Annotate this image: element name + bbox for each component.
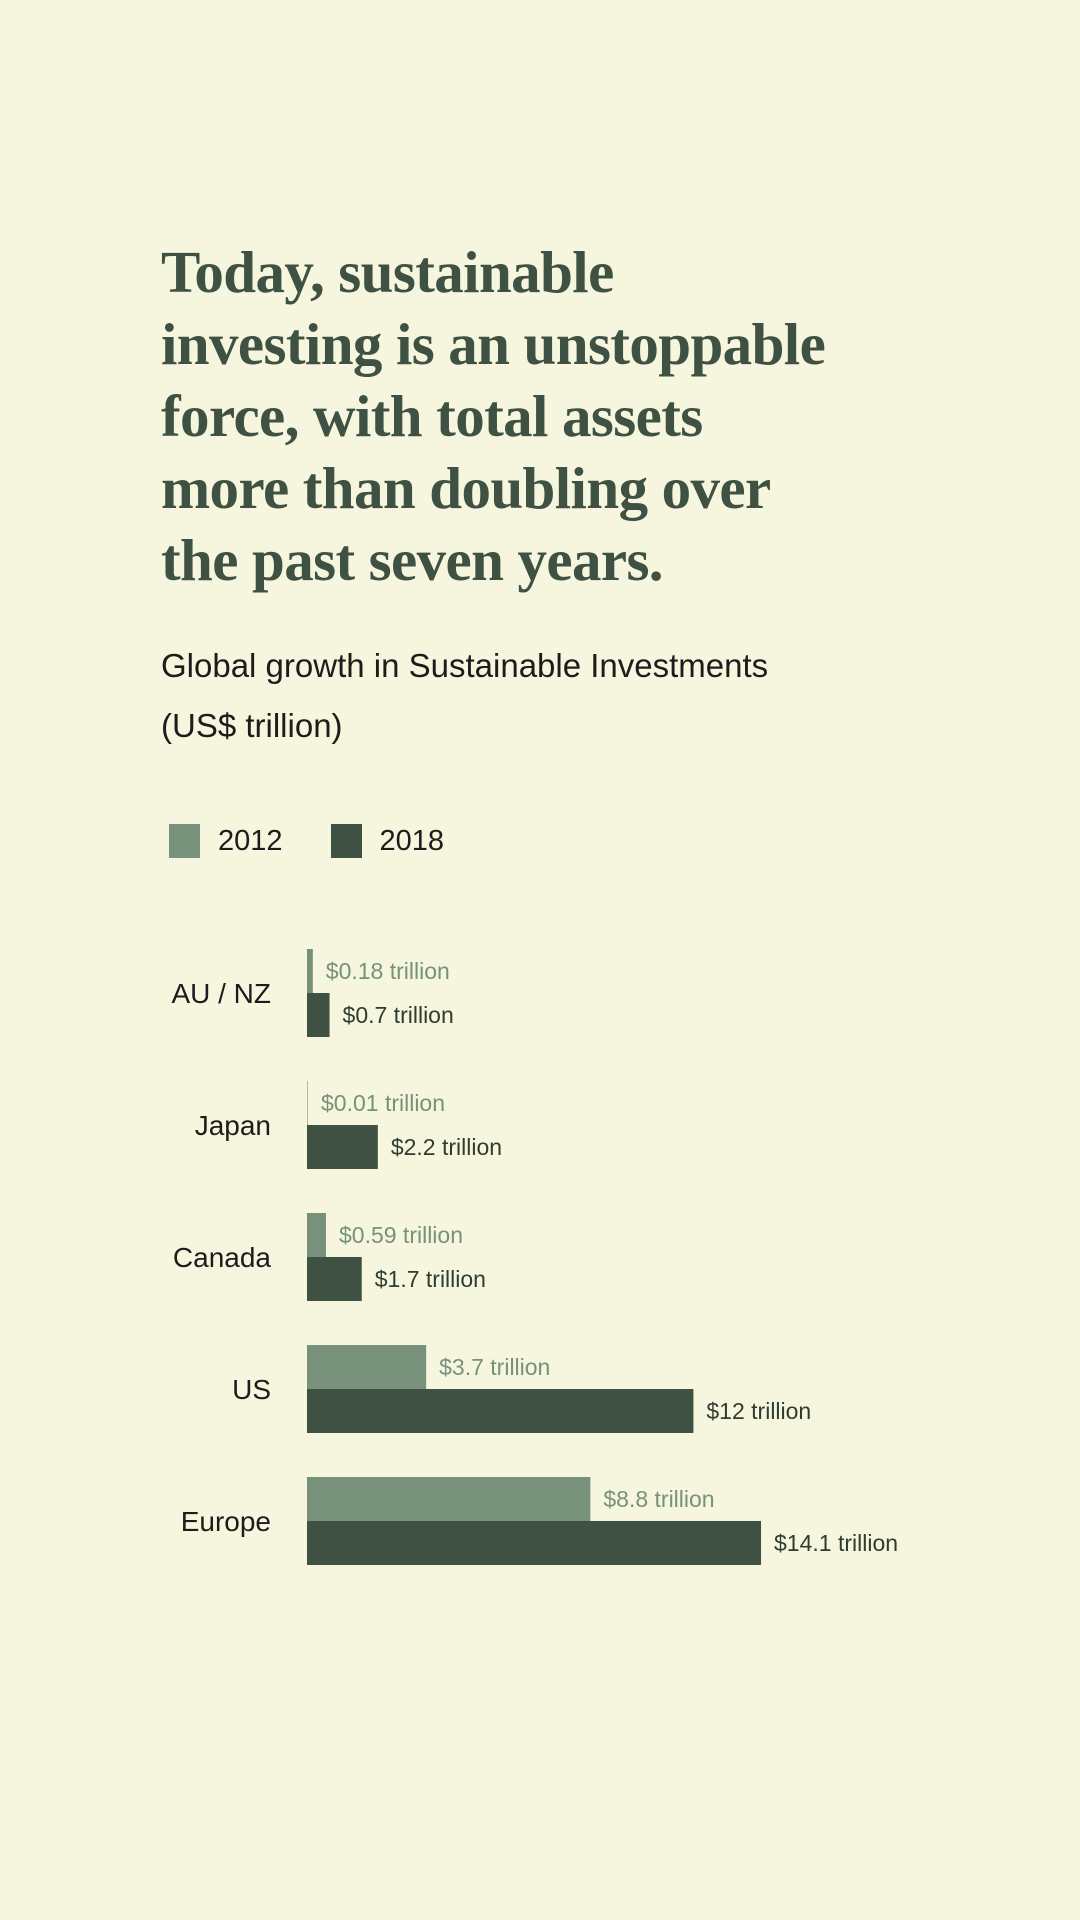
headline-line: more than doubling over	[161, 455, 771, 521]
headline-line: the past seven years.	[161, 527, 664, 593]
legend-swatch-2018	[330, 824, 362, 858]
value-label-2012: $8.8 trillion	[603, 1486, 714, 1512]
bar-2018	[307, 1389, 694, 1433]
category-label: Japan	[195, 1110, 271, 1141]
bar-group: Japan $0.01 trillion $2.2 trillion	[195, 1081, 502, 1169]
value-label-2018: $0.7 trillion	[343, 1002, 454, 1028]
legend-item-2018: 2018	[330, 824, 445, 858]
value-label-2012: $0.18 trillion	[326, 958, 450, 984]
legend-label-2012: 2012	[218, 824, 283, 857]
bar-2018	[307, 1125, 378, 1169]
legend-item-2012: 2012	[169, 824, 283, 858]
value-label-2018: $14.1 trillion	[774, 1530, 898, 1556]
legend-label-2018: 2018	[379, 824, 445, 857]
chart-title-unit: (US$ trillion)	[161, 707, 343, 744]
value-label-2012: $3.7 trillion	[439, 1354, 550, 1380]
category-label: AU / NZ	[171, 978, 271, 1009]
headline: Today, sustainable investing is an unsto…	[161, 236, 1041, 596]
value-label-2018: $12 trillion	[706, 1398, 811, 1424]
bar-group: AU / NZ $0.18 trillion $0.7 trillion	[171, 949, 454, 1037]
value-label-2012: $0.01 trillion	[321, 1090, 445, 1116]
headline-line: force, with total assets	[161, 383, 703, 449]
chart-title-line: Global growth in Sustainable Investments	[161, 647, 769, 684]
chart-title: Global growth in Sustainable Investments…	[161, 636, 961, 756]
legend-swatch-2012	[169, 824, 200, 858]
category-label: US	[232, 1374, 271, 1405]
bar-2018	[307, 993, 330, 1037]
bar-2012	[307, 949, 313, 993]
bar-2018	[307, 1257, 362, 1301]
value-label-2018: $1.7 trillion	[375, 1266, 486, 1292]
chart-legend: 2012 2018	[169, 820, 492, 862]
bar-2012	[307, 1477, 591, 1521]
bar-group: Canada $0.59 trillion $1.7 trillion	[173, 1213, 486, 1301]
headline-line: Today, sustainable	[161, 239, 614, 305]
category-label: Europe	[181, 1506, 271, 1537]
bar-group: US $3.7 trillion $12 trillion	[232, 1345, 811, 1433]
category-label: Canada	[173, 1242, 272, 1273]
bar-2012	[307, 1081, 308, 1125]
value-label-2018: $2.2 trillion	[391, 1134, 502, 1160]
bar-2012	[307, 1213, 326, 1257]
value-label-2012: $0.59 trillion	[339, 1222, 463, 1248]
bar-2012	[307, 1345, 427, 1389]
bar-2018	[307, 1521, 762, 1565]
bar-group: Europe $8.8 trillion $14.1 trillion	[181, 1477, 898, 1565]
headline-line: investing is an unstoppable	[161, 311, 826, 377]
